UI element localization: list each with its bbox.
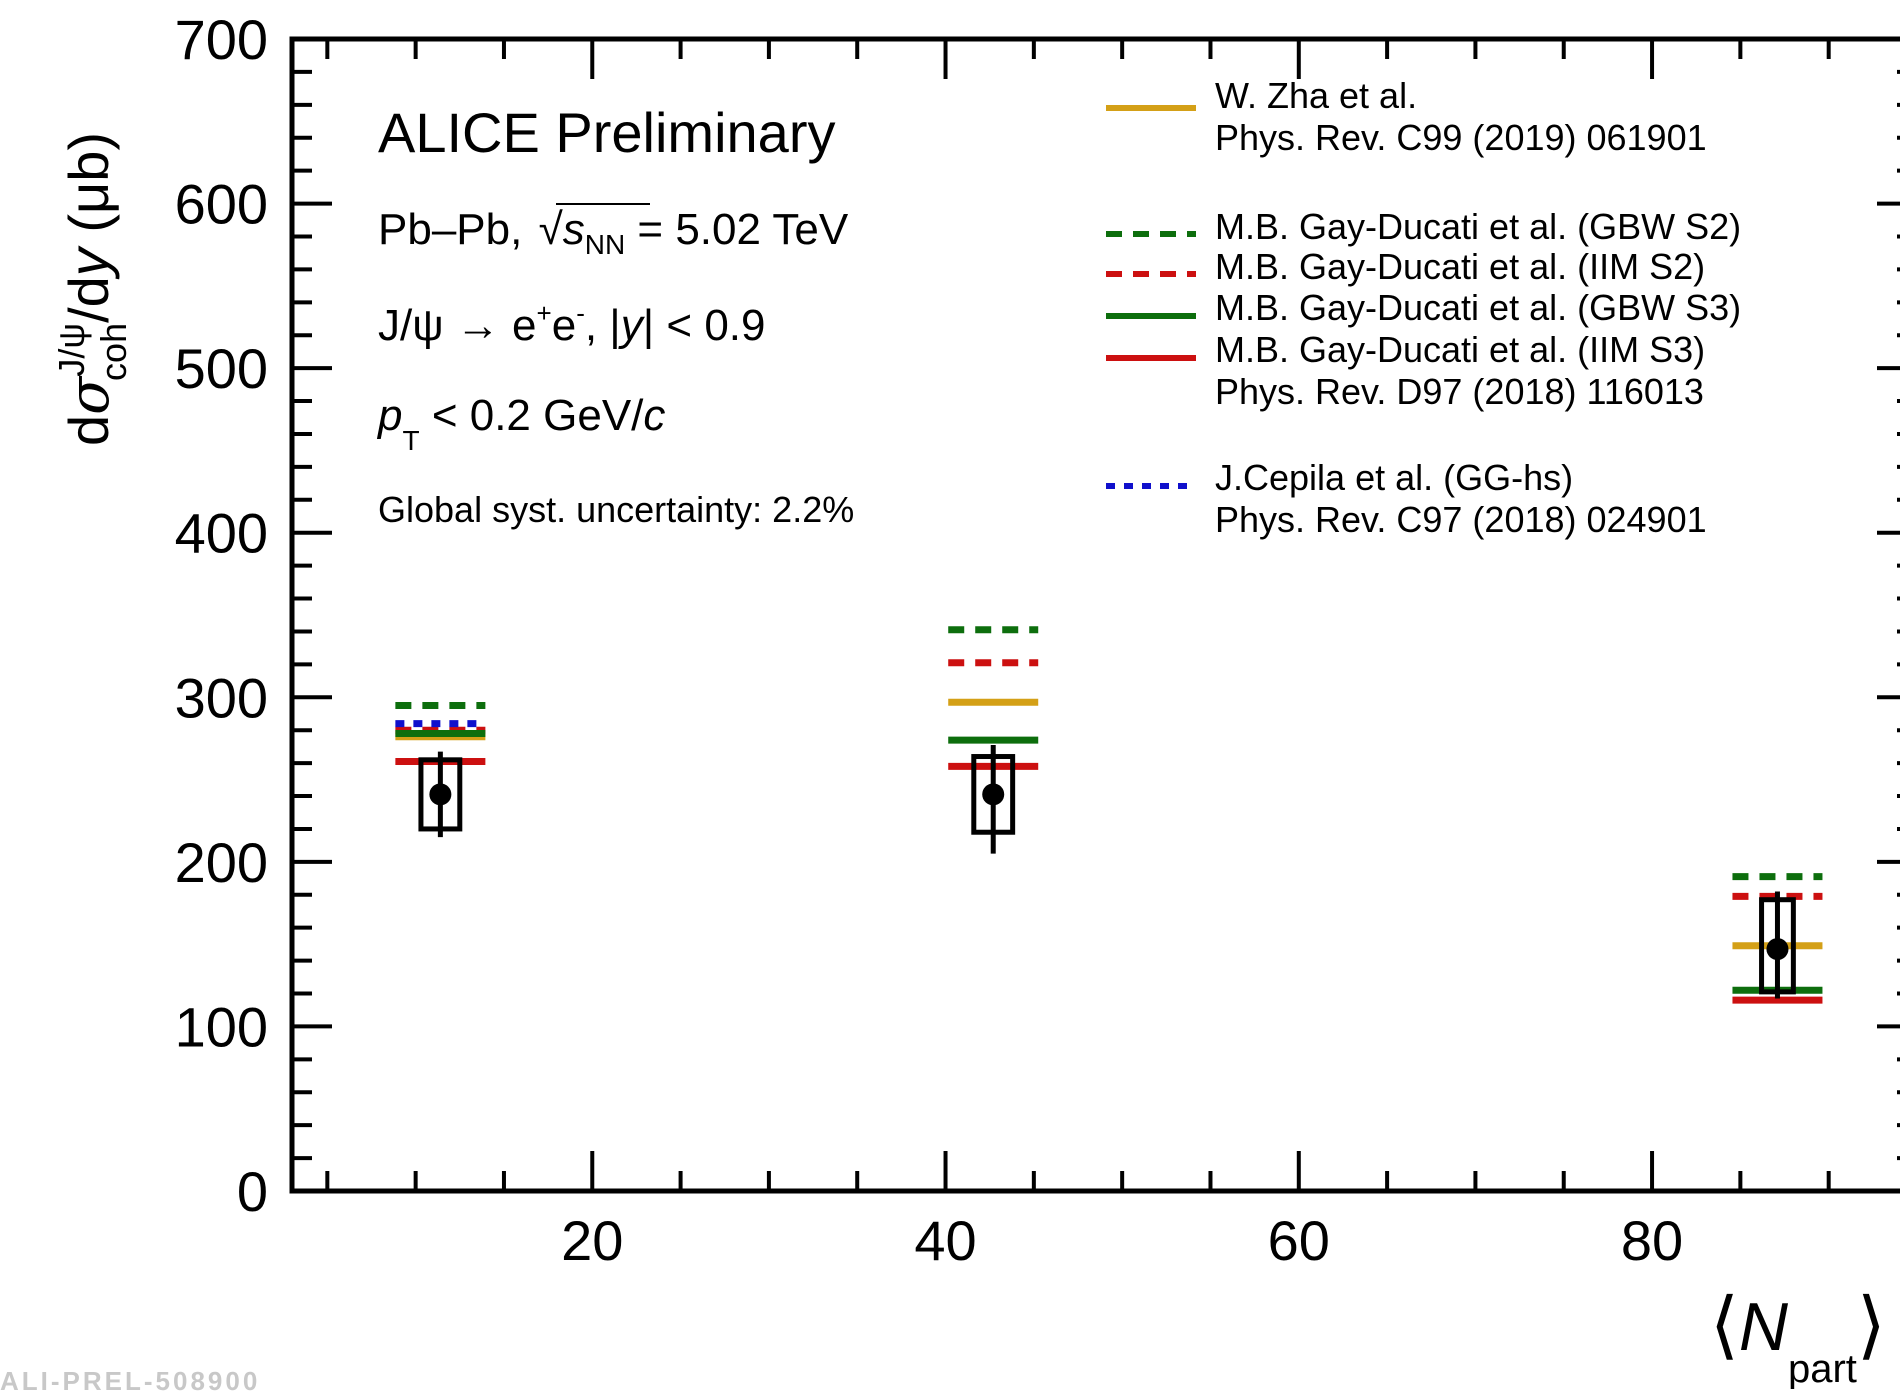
preliminary-figure-id: ALI-PREL-508900 — [0, 1366, 261, 1396]
data-point — [982, 783, 1005, 806]
data-point — [1766, 938, 1789, 961]
experiment-label: ALICE Preliminary — [378, 101, 835, 164]
x-tick-label: 80 — [1621, 1209, 1683, 1272]
collision-system-label: Pb–Pb, √sNN = 5.02 TeV — [378, 205, 849, 260]
y-axis-title: dσJ/ψcoh/dy (μb) — [51, 132, 134, 446]
x-tick-label: 60 — [1268, 1209, 1330, 1272]
x-axis-title: ⟨Npart⟩ — [1710, 1283, 1886, 1389]
x-tick-label: 40 — [914, 1209, 976, 1272]
y-tick-label: 400 — [175, 502, 268, 565]
legend-label-gbw-s2: M.B. Gay-Ducati et al. (GBW S2) — [1215, 206, 1741, 247]
legend-label-zha: W. Zha et al. — [1215, 75, 1417, 116]
y-tick-label: 0 — [237, 1160, 268, 1223]
legend-ref-gay-ducati: Phys. Rev. D97 (2018) 116013 — [1215, 371, 1704, 412]
y-tick-label: 300 — [175, 666, 268, 729]
legend: W. Zha et al. Phys. Rev. C99 (2019) 0619… — [1106, 75, 1741, 540]
global-syst-label: Global syst. uncertainty: 2.2% — [378, 489, 854, 530]
model-predictions — [395, 626, 1823, 1004]
tick-labels: 0 100 200 300 400 500 600 700 20 40 60 80 — [175, 8, 1684, 1272]
legend-ref-zha: Phys. Rev. C99 (2019) 061901 — [1215, 117, 1707, 158]
pt-cut-label: pT < 0.2 GeV/c — [376, 391, 665, 456]
x-tick-label: 20 — [561, 1209, 623, 1272]
annotations: ALICE Preliminary Pb–Pb, √sNN = 5.02 TeV… — [376, 101, 854, 530]
legend-ref-cepila: Phys. Rev. C97 (2018) 024901 — [1215, 499, 1707, 540]
axis-ticks — [292, 37, 1900, 1193]
y-tick-label: 700 — [175, 8, 268, 71]
y-tick-label: 200 — [175, 831, 268, 894]
legend-label-iim-s2: M.B. Gay-Ducati et al. (IIM S2) — [1215, 246, 1705, 287]
decay-channel-label: J/ψ → e+e-, |y| < 0.9 — [378, 298, 766, 350]
data-point — [429, 783, 452, 806]
y-tick-label: 100 — [175, 995, 268, 1058]
legend-label-cepila: J.Cepila et al. (GG-hs) — [1215, 457, 1573, 498]
legend-label-iim-s3: M.B. Gay-Ducati et al. (IIM S3) — [1215, 329, 1705, 370]
y-tick-label: 500 — [175, 337, 268, 400]
y-tick-label: 600 — [175, 173, 268, 236]
legend-label-gbw-s3: M.B. Gay-Ducati et al. (GBW S3) — [1215, 287, 1741, 328]
plot-frame — [289, 36, 1900, 1194]
data-points — [418, 745, 1796, 999]
